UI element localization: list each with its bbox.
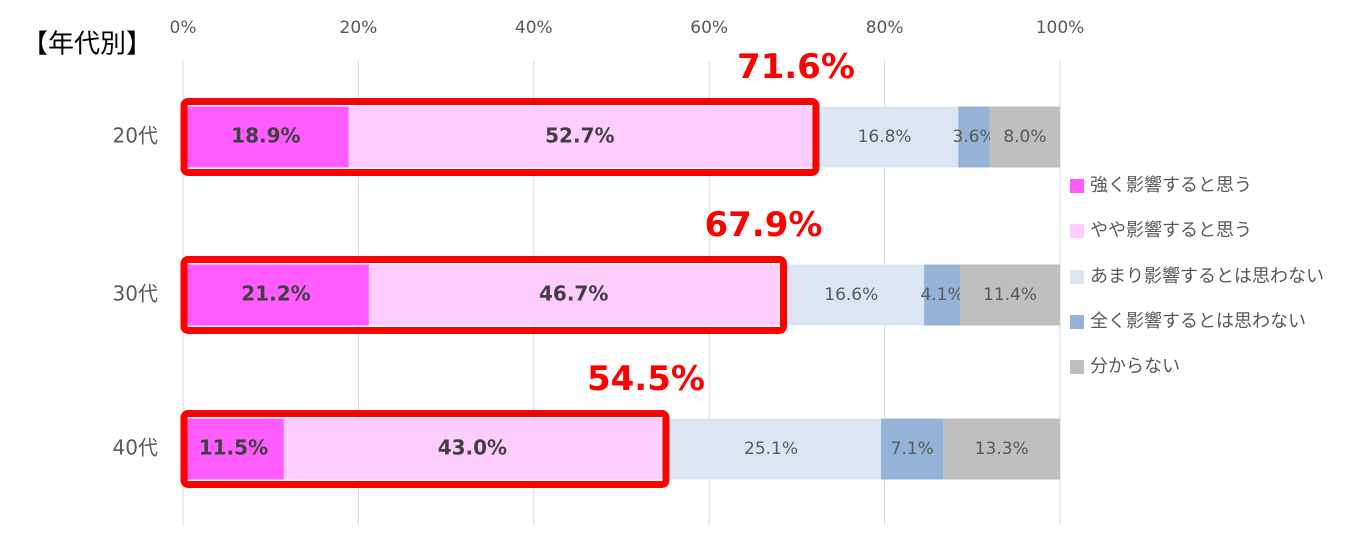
- legend-label: やや影響すると思う: [1090, 220, 1252, 241]
- legend-swatch: [1070, 360, 1084, 374]
- bar-segment: [283, 418, 661, 480]
- bar-segment: [348, 106, 811, 168]
- bar-segment: [960, 264, 1060, 326]
- x-tick-label: 100%: [1036, 18, 1085, 38]
- value-label: 11.4%: [983, 285, 1037, 305]
- value-label: 25.1%: [744, 439, 798, 459]
- bar-segment: [810, 106, 959, 168]
- highlight-box: [180, 256, 787, 334]
- legend-swatch: [1070, 224, 1084, 238]
- value-label: 7.1%: [891, 439, 934, 459]
- legend-label: 分からない: [1090, 356, 1180, 377]
- legend-label: あまり影響するとは思わない: [1090, 266, 1324, 287]
- annotation: 71.6%: [737, 47, 855, 87]
- y-tick-label: 20代: [113, 124, 158, 148]
- legend-label: 強く影響すると思う: [1090, 175, 1252, 196]
- value-label: 46.7%: [539, 282, 608, 306]
- value-label: 43.0%: [438, 436, 507, 460]
- bar-segment: [989, 106, 1060, 168]
- value-label: 4.1%: [920, 285, 963, 305]
- legend-swatch: [1070, 315, 1084, 329]
- y-tick-label: 30代: [113, 282, 158, 306]
- bar-segment: [778, 264, 925, 326]
- legend-label: 全く影響するとは思わない: [1090, 311, 1306, 332]
- value-label: 13.3%: [975, 439, 1029, 459]
- x-tick-label: 40%: [515, 18, 553, 38]
- y-tick-label: 40代: [113, 436, 158, 460]
- annotation: 67.9%: [704, 205, 822, 245]
- value-label: 16.6%: [824, 285, 878, 305]
- legend-swatch: [1070, 270, 1084, 284]
- bar-segment: [958, 106, 990, 168]
- highlight-box: [180, 410, 670, 488]
- bar-segment: [924, 264, 961, 326]
- x-tick-label: 0%: [170, 18, 197, 38]
- bar-segment: [881, 418, 944, 480]
- annotation: 54.5%: [587, 359, 705, 399]
- bar-segment: [660, 418, 882, 480]
- value-label: 18.9%: [231, 124, 300, 148]
- value-label: 16.8%: [858, 127, 912, 147]
- x-tick-label: 60%: [690, 18, 728, 38]
- bar-segment: [368, 264, 779, 326]
- bar-segment: [183, 106, 349, 168]
- x-tick-label: 20%: [340, 18, 378, 38]
- value-label: 8.0%: [1003, 127, 1046, 147]
- bar-segment: [183, 264, 369, 326]
- value-label: 3.6%: [952, 127, 995, 147]
- bar-segment: [943, 418, 1060, 480]
- chart-title: 【年代別】: [22, 30, 152, 60]
- value-label: 21.2%: [241, 282, 310, 306]
- legend-swatch: [1070, 179, 1084, 193]
- value-label: 52.7%: [545, 124, 614, 148]
- x-tick-label: 80%: [866, 18, 904, 38]
- bar-segment: [183, 418, 284, 480]
- highlight-box: [180, 98, 820, 176]
- value-label: 11.5%: [199, 436, 268, 460]
